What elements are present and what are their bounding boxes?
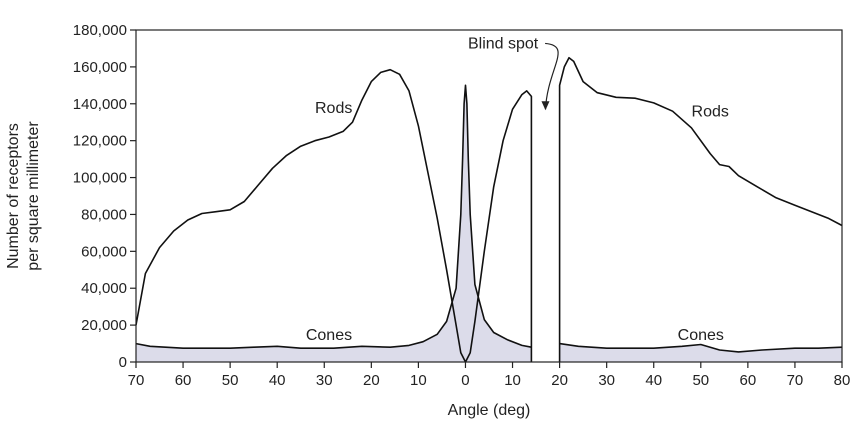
x-tick-label: 30 [316,372,333,389]
rods-series-line [558,56,843,362]
annotation-cones: Cones [306,327,352,344]
x-tick-label: 80 [834,372,851,389]
y-tick-label: 100,000 [73,170,127,187]
x-axis: 70 60 50 40 30 20 10 0 10 20 30 40 50 60 70 80 [128,362,851,389]
y-tick-label: 60,000 [81,243,127,260]
x-axis-title: Angle (deg) [448,402,531,419]
x-tick-label: 30 [598,372,615,389]
y-tick-label: 140,000 [73,96,127,113]
cones-series-line [559,342,843,353]
x-tick-label: 60 [740,372,757,389]
y-tick-label: 40,000 [81,280,127,297]
y-tick-label: 180,000 [73,22,127,39]
series-layer [135,56,843,363]
cones-fill-area [136,85,532,362]
y-tick-label: 0 [119,354,127,371]
blind-spot-arrowhead [541,101,550,111]
x-tick-label: 60 [175,372,192,389]
rods-series-line [135,68,533,363]
y-tick-label: 80,000 [81,206,127,223]
y-tick-label: 160,000 [73,59,127,76]
plot-frame [135,29,843,363]
x-tick-label: 50 [222,372,239,389]
x-tick-label: 70 [787,372,804,389]
x-tick-label: 40 [269,372,286,389]
blind-spot-arrow [544,42,559,110]
x-tick-label: 20 [363,372,380,389]
cones-fill-area [559,343,842,362]
y-tick-label: 20,000 [81,317,127,334]
annotations: Rods Rods Cones Cones Blind spot [306,35,729,343]
y-axis: 0 20,000 40,000 60,000 80,000 100,000 120,000 1… [73,22,136,371]
cones-series-line [135,84,532,349]
y-tick-label: 120,000 [73,133,127,150]
x-tick-label: 70 [128,372,145,389]
annotation-cones: Cones [678,327,724,344]
x-tick-label: 20 [551,372,568,389]
x-tick-label: 40 [645,372,662,389]
y-axis-title-line-2: per square millimeter [25,121,42,271]
y-axis-title-line-1: Number of receptors [5,123,22,269]
x-tick-label: 0 [461,372,469,389]
x-tick-label: 10 [504,372,521,389]
annotation-blind-spot: Blind spot [468,35,539,52]
annotation-rods: Rods [315,100,352,117]
annotation-rods: Rods [692,104,729,121]
x-tick-label: 10 [410,372,427,389]
x-tick-label: 50 [692,372,709,389]
